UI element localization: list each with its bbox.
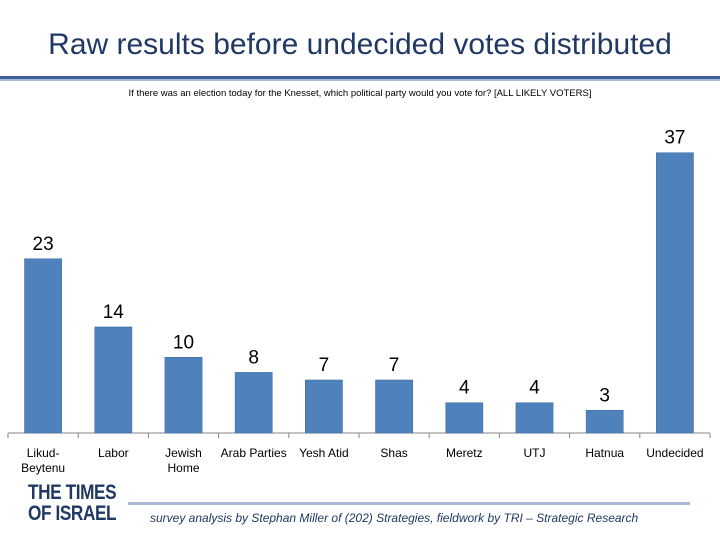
x-tick-label: Arab Parties (221, 446, 287, 460)
data-label: 4 (459, 378, 470, 399)
bar (305, 379, 343, 434)
data-label: 10 (173, 332, 194, 353)
x-tick-label: Undecided (646, 446, 703, 460)
x-tick-label: Shas (380, 446, 407, 460)
bar (164, 357, 203, 434)
x-tick-label: Labor (98, 446, 129, 460)
times-of-israel-logo: THE TIMES OF ISRAEL (28, 481, 117, 525)
title-divider-light (0, 79, 720, 81)
data-label: 8 (248, 347, 259, 368)
x-tick-label: UTJ (524, 446, 546, 460)
x-tick-label: Likud- (27, 446, 60, 460)
bar (94, 326, 133, 434)
x-tick-label: Yesh Atid (299, 446, 349, 460)
data-label: 3 (599, 385, 610, 406)
logo-line-2: OF ISRAEL (28, 502, 117, 525)
x-tick-label: Meretz (446, 446, 483, 460)
data-label: 37 (664, 128, 685, 149)
data-label: 4 (529, 378, 540, 399)
x-tick-label: Jewish (165, 446, 202, 460)
bar (24, 258, 62, 434)
bar (515, 402, 554, 434)
bar (234, 372, 273, 434)
bar (656, 152, 694, 434)
data-label: 7 (319, 355, 330, 376)
bar (445, 402, 484, 434)
title-divider (0, 76, 720, 79)
chart-subtitle: If there was an election today for the K… (128, 88, 592, 99)
x-tick-label: Beytenu (21, 461, 65, 475)
bar (585, 410, 624, 434)
bar (375, 379, 413, 434)
data-label: 14 (103, 302, 125, 323)
x-tick-label: Hatnua (585, 446, 624, 460)
logo-line-1: THE TIMES (28, 481, 117, 504)
data-label: 7 (389, 355, 400, 376)
x-tick-label: Home (167, 461, 199, 475)
data-label: 23 (33, 234, 54, 255)
footer-divider (128, 502, 690, 505)
footer-credit: survey analysis by Stephan Miller of (20… (150, 511, 639, 525)
chart-title: Raw results before undecided votes distr… (48, 28, 672, 61)
